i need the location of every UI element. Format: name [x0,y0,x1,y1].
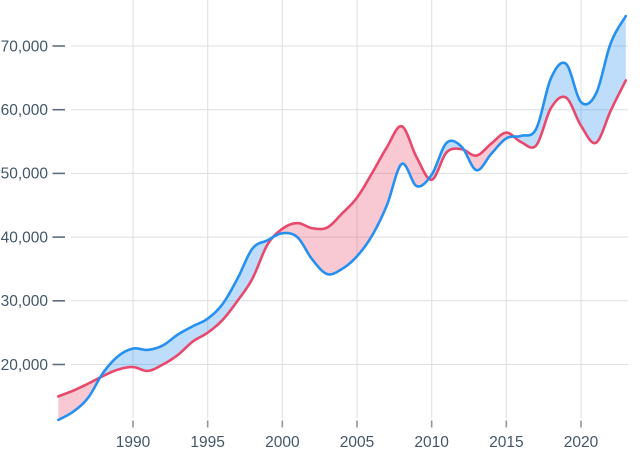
y-tick-label: 70,000 [1,38,49,55]
blue-series-line [57,14,628,422]
band-layer [58,16,626,420]
x-tick-label: 1995 [190,434,224,451]
y-tick-label: 40,000 [1,229,49,246]
series-layer [57,14,628,422]
x-tick-label: 2015 [489,434,523,451]
band-segment [513,16,626,148]
y-tick-label: 30,000 [1,293,49,310]
x-tick-label: 2005 [340,434,374,451]
axis-layer: 20,000 30,000 40,000 50,000 60,000 70,000 1990… [1,38,599,451]
x-tick-label: 1990 [116,434,151,451]
band-segment [58,377,101,420]
y-tick-label: 60,000 [1,102,49,119]
band-segment [272,126,429,275]
grid-layer [71,0,628,419]
x-tick-label: 2000 [265,434,300,451]
x-tick-label: 2020 [564,434,599,451]
y-tick-label: 50,000 [1,166,49,183]
y-tick-label: 20,000 [1,357,49,374]
x-tick-label: 2010 [414,434,449,451]
band-segment [100,237,273,378]
red-series-line [57,79,628,398]
band-segment [428,140,465,180]
